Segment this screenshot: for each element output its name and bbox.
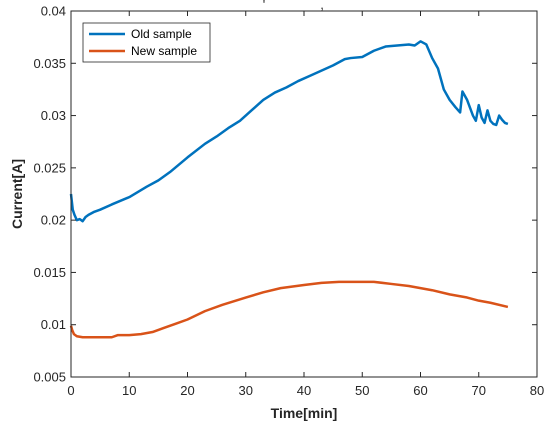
x-tick-label: 60 xyxy=(413,383,427,398)
x-tick-label: 0 xyxy=(67,383,74,398)
series-layer xyxy=(69,40,509,339)
y-axis-title: Current[A] xyxy=(9,159,25,229)
y-tick-label: 0.01 xyxy=(41,317,66,332)
stray-mark-1: ' xyxy=(263,0,265,12)
y-tick-label: 0.03 xyxy=(41,108,66,123)
x-tick-label: 70 xyxy=(472,383,486,398)
y-tick-label: 0.025 xyxy=(33,160,66,175)
x-tick-label: 20 xyxy=(180,383,194,398)
y-tick-label: 0.005 xyxy=(33,370,66,385)
series-line-old-sample xyxy=(69,40,509,223)
x-tick-label: 50 xyxy=(355,383,369,398)
y-tick-label: 0.04 xyxy=(41,4,66,19)
y-tick-label: 0.02 xyxy=(41,213,66,228)
legend-label-old-sample: Old sample xyxy=(131,27,192,41)
x-tick-label: 40 xyxy=(297,383,311,398)
stray-mark-2: , xyxy=(320,0,324,12)
y-tick-label: 0.015 xyxy=(33,265,66,280)
x-tick-label: 30 xyxy=(239,383,253,398)
x-tick-label: 10 xyxy=(122,383,136,398)
y-tick-label: 0.035 xyxy=(33,56,66,71)
legend-box xyxy=(82,22,211,63)
x-axis-title: Time[min] xyxy=(271,405,338,421)
legend: Old sample New sample xyxy=(82,22,211,63)
ticks-layer: 0 10 20 30 40 50 60 70 80 0.005 0.01 0.015 0.02 0.025… xyxy=(33,4,544,399)
legend-label-new-sample: New sample xyxy=(131,44,197,58)
series-line-new-sample xyxy=(69,280,509,339)
x-tick-label: 80 xyxy=(530,383,544,398)
plot-background xyxy=(71,11,537,377)
